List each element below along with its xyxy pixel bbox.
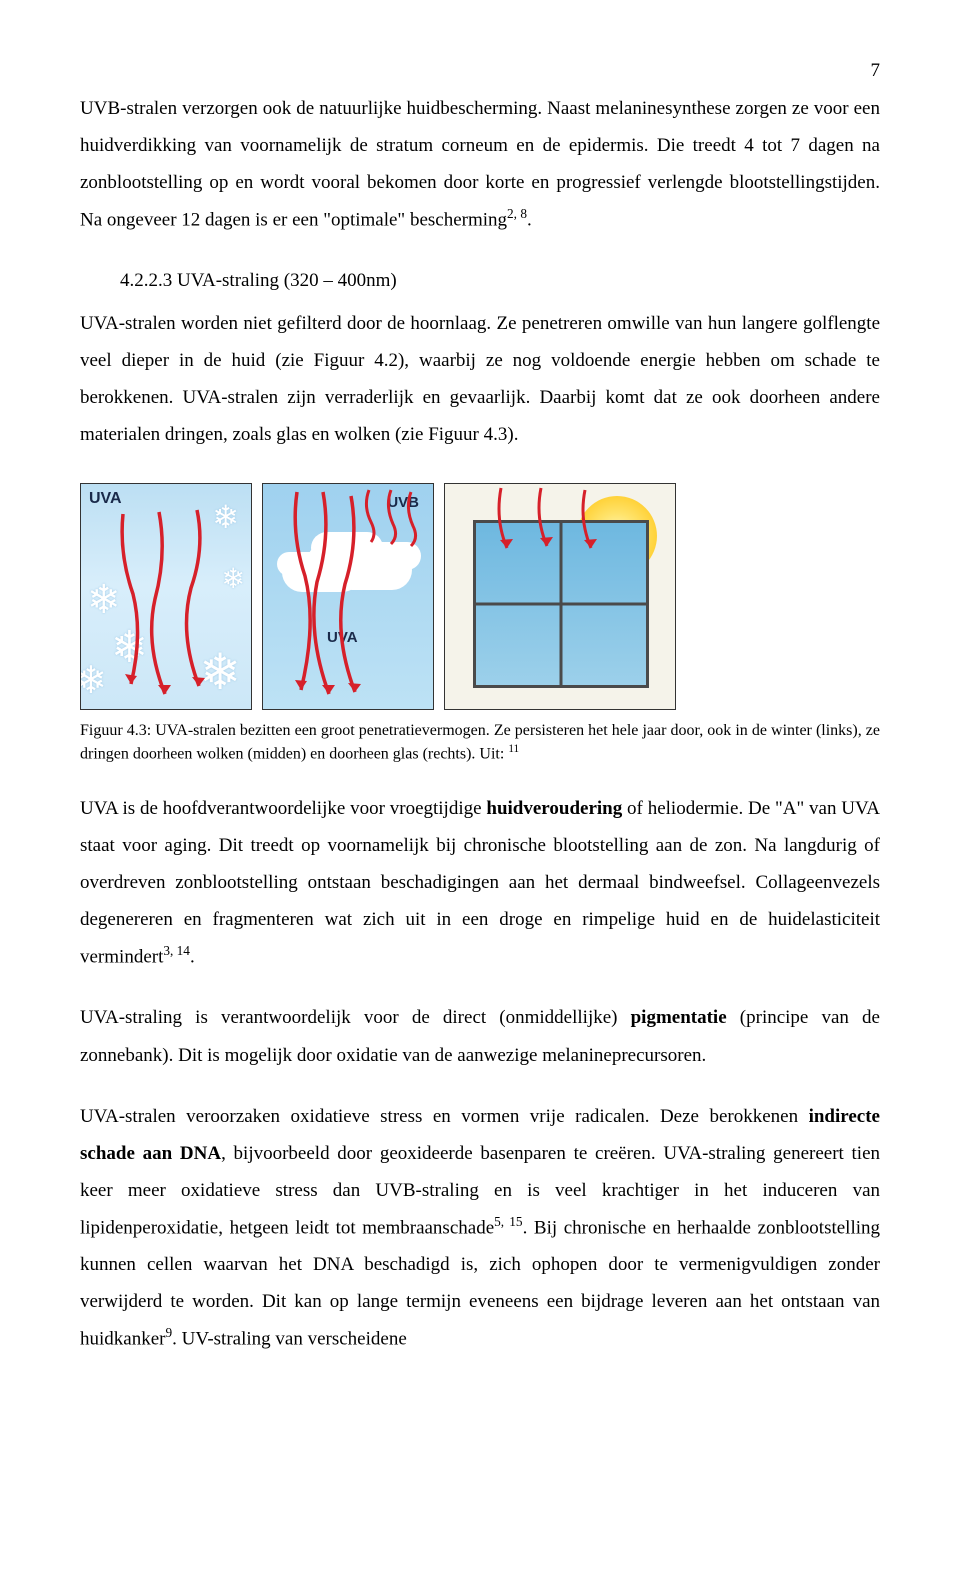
caption-text: Figuur 4.3: UVA-stralen bezitten een gro…: [80, 722, 880, 763]
paragraph-3: UVA is de hoofdverantwoordelijke voor vr…: [80, 790, 880, 976]
para1-citation: 2, 8: [507, 206, 527, 221]
paragraph-1: UVB-stralen verzorgen ook de natuurlijke…: [80, 90, 880, 239]
para3-bold-huidveroudering: huidveroudering: [486, 798, 622, 819]
para5-d: . UV-straling van verscheidene: [172, 1329, 407, 1350]
figure-panel-clouds: UVB UVA: [262, 483, 434, 710]
figure-4-3-caption: Figuur 4.3: UVA-stralen bezitten een gro…: [80, 720, 880, 766]
uv-rays-clouds-icon: [263, 484, 433, 709]
para1-text: UVB-stralen verzorgen ook de natuurlijke…: [80, 98, 880, 230]
subheading-4-2-2-3: 4.2.2.3 UVA-straling (320 – 400nm): [80, 263, 880, 299]
uva-label-clouds: UVA: [327, 629, 358, 646]
para4-bold-pigmentatie: pigmentatie: [631, 1007, 727, 1028]
para3-b: of heliodermie. De "A" van UVA staat voo…: [80, 798, 880, 968]
para5-citation-1: 5, 15: [494, 1214, 522, 1229]
paragraph-5: UVA-stralen veroorzaken oxidatieve stres…: [80, 1098, 880, 1358]
uva-label: UVA: [89, 490, 122, 508]
page-number: 7: [80, 60, 880, 82]
figure-panel-winter: UVA ❄ ❄ ❄ ❄ ❄ ❄: [80, 483, 252, 710]
cloud-icon: [307, 542, 387, 582]
paragraph-2: UVA-stralen worden niet gefilterd door d…: [80, 305, 880, 453]
paragraph-4: UVA-straling is verantwoordelijk voor de…: [80, 999, 880, 1073]
para3-citation: 3, 14: [163, 943, 190, 958]
uvb-label: UVB: [387, 494, 419, 511]
snowflake-icon: ❄: [80, 658, 107, 703]
figure-4-3: UVA ❄ ❄ ❄ ❄ ❄ ❄ UVB UVA: [80, 483, 880, 710]
snowflake-icon: ❄: [222, 562, 245, 596]
snowflake-icon: ❄: [199, 643, 241, 701]
document-page: 7 UVB-stralen verzorgen ook de natuurlij…: [0, 0, 960, 1398]
caption-citation: 11: [508, 743, 519, 755]
snowflake-icon: ❄: [212, 498, 239, 536]
snowflake-icon: ❄: [87, 576, 121, 623]
para5-a: UVA-stralen veroorzaken oxidatieve stres…: [80, 1106, 809, 1127]
para4-a: UVA-straling is verantwoordelijk voor de…: [80, 1007, 631, 1028]
snowflake-icon: ❄: [111, 622, 148, 673]
figure-panel-window: [444, 483, 676, 710]
para3-a: UVA is de hoofdverantwoordelijke voor vr…: [80, 798, 486, 819]
window-icon: [473, 520, 649, 688]
